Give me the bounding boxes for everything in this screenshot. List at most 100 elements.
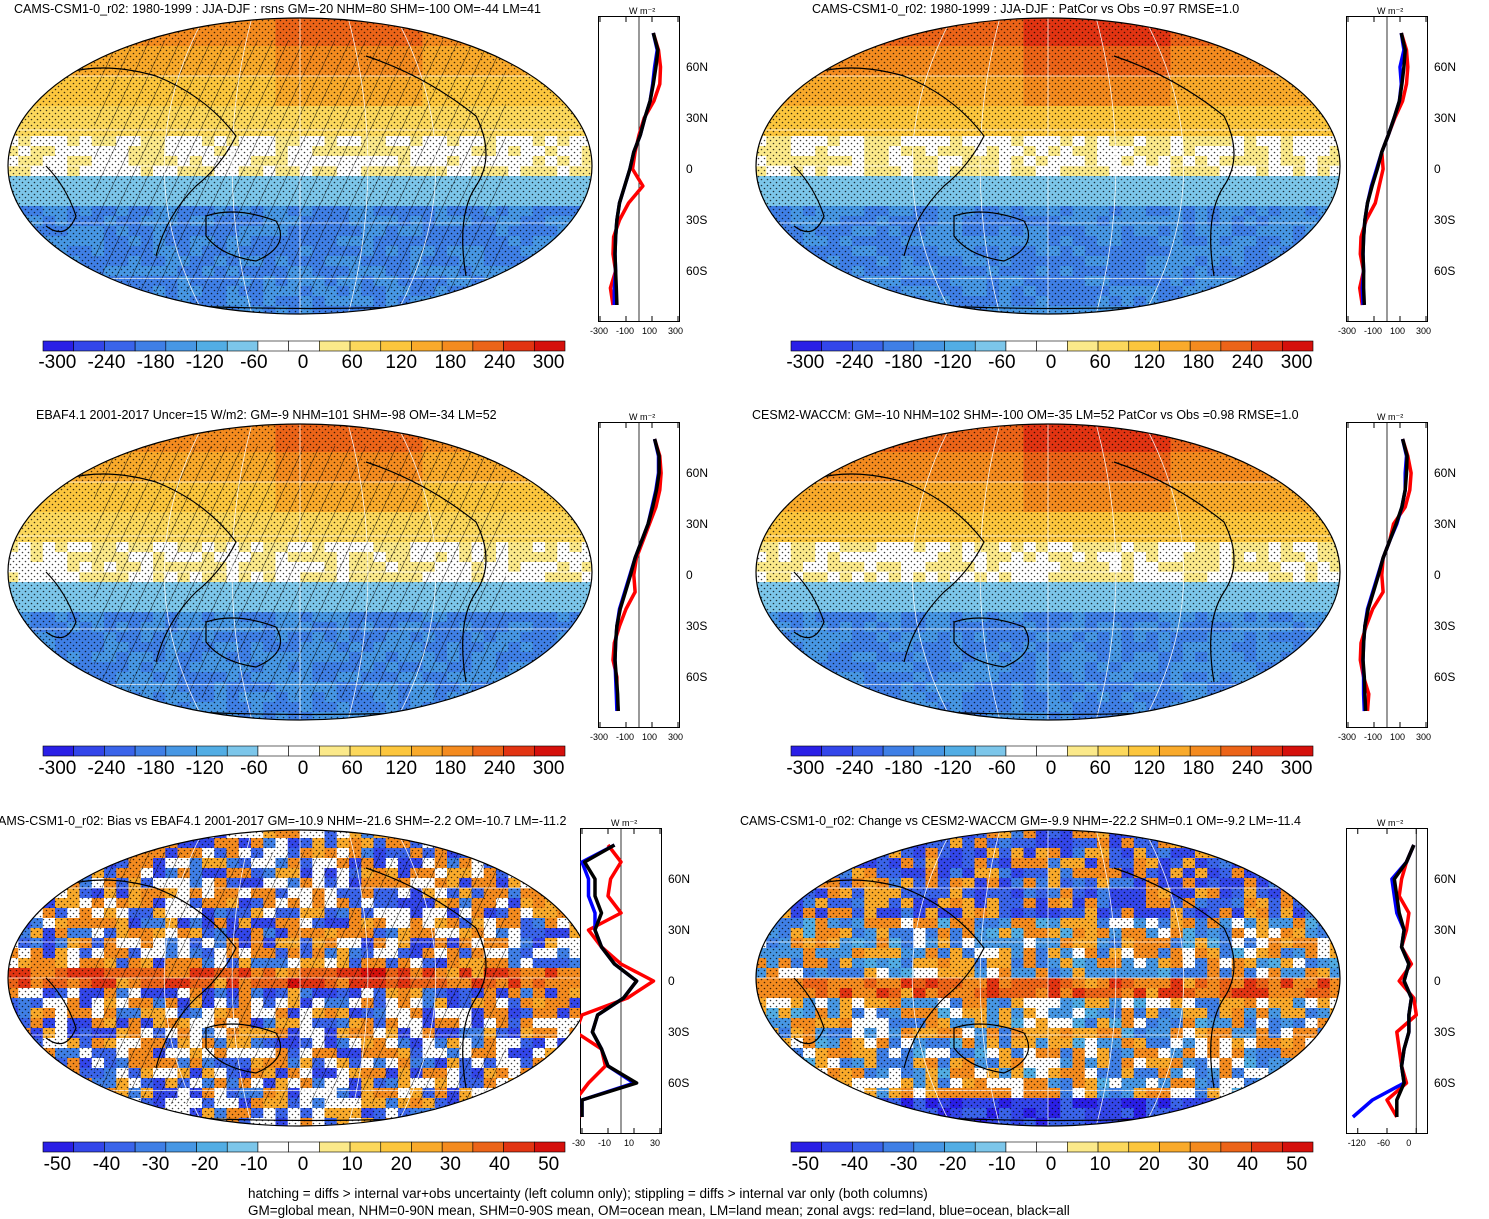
latitude-tick-label: 30S xyxy=(668,1025,690,1039)
colorbar-label: 50 xyxy=(1286,1154,1308,1175)
coastline xyxy=(45,571,77,639)
colorbar-label: 0 xyxy=(1045,758,1057,779)
colorbar-bin xyxy=(165,1141,197,1153)
graticule-lon xyxy=(1095,424,1117,720)
colorbar-bin xyxy=(1189,745,1222,757)
colorbar-bin xyxy=(42,1141,75,1153)
zonal-xtick-label: -300 xyxy=(590,326,609,336)
coastline xyxy=(793,165,825,233)
latitude-tick-label: 0 xyxy=(668,974,675,988)
colorbar-label: -10 xyxy=(988,1154,1016,1175)
colorbar-bin xyxy=(257,1141,289,1153)
colorbar-6 xyxy=(790,1141,1314,1153)
colorbar-bin xyxy=(196,1141,228,1153)
colorbar-bin xyxy=(1067,745,1099,757)
colorbar-1 xyxy=(42,340,566,352)
zonal-xtick-label: 30 xyxy=(650,1138,661,1148)
colorbar-bin xyxy=(913,745,945,757)
zonal-mean-plot-4: W m⁻² xyxy=(1346,412,1428,728)
map-outline xyxy=(7,17,593,315)
zonal-xtick-label: -100 xyxy=(1364,326,1383,336)
zonal-xtick-label: -100 xyxy=(616,732,635,742)
footnote-line-2: GM=global mean, NHM=0-90N mean, SHM=0-90… xyxy=(248,1203,1070,1218)
panel-title-3: EBAF4.1 2001-2017 Uncer=15 W/m2: GM=-9 N… xyxy=(36,408,497,422)
colorbar-label: 180 xyxy=(434,758,467,779)
colorbar-bin xyxy=(974,1141,1007,1153)
coastline xyxy=(793,571,825,639)
colorbar-bin xyxy=(1159,340,1191,352)
colorbar-label: -240 xyxy=(87,352,126,373)
colorbar-label: -240 xyxy=(835,758,874,779)
colorbar-bin xyxy=(472,745,504,757)
zonal-mean-plot-6: W m⁻² xyxy=(1346,818,1428,1134)
colorbar-label: 120 xyxy=(385,352,418,373)
colorbar-bin xyxy=(472,1141,504,1153)
latitude-tick-label: 60S xyxy=(1434,670,1456,684)
world-map-2 xyxy=(755,17,1341,315)
graticule-lon xyxy=(396,424,437,720)
colorbar-bin xyxy=(104,745,136,757)
colorbar-label: 120 xyxy=(1133,758,1166,779)
zonal-mean-plot-1: W m⁻² xyxy=(598,6,680,322)
colorbar-bin xyxy=(913,1141,945,1153)
zonal-xtick-label: -120 xyxy=(1347,1138,1366,1148)
zonal-series-land xyxy=(1358,438,1413,712)
latitude-tick-label: 60N xyxy=(686,60,709,74)
colorbar-bin xyxy=(1159,745,1191,757)
colorbar-bin xyxy=(944,340,976,352)
coastline xyxy=(953,211,1029,262)
graticule-lon xyxy=(163,424,204,720)
latitude-tick-label: 60S xyxy=(1434,264,1456,278)
colorbar-bin xyxy=(411,745,443,757)
coastline xyxy=(953,617,1029,668)
colorbar-label: -60 xyxy=(988,352,1016,373)
latitude-tick-label: 60N xyxy=(668,872,691,886)
zonal-xtick-label: -100 xyxy=(1364,732,1383,742)
latitude-tick-label: 0 xyxy=(1434,162,1441,176)
colorbar-label: -50 xyxy=(791,1154,820,1175)
colorbar-label: -300 xyxy=(38,352,77,373)
colorbar-label: 180 xyxy=(434,352,467,373)
graticule-lon xyxy=(396,830,437,1126)
colorbar-label: -120 xyxy=(933,352,972,373)
map-outline xyxy=(7,423,593,721)
graticule-lon xyxy=(1144,830,1185,1126)
zonal-xtick-label: 10 xyxy=(624,1138,635,1148)
colorbar-5 xyxy=(42,1141,566,1153)
colorbar-bin xyxy=(196,745,228,757)
world-map-4 xyxy=(755,423,1341,721)
coastline xyxy=(205,1023,281,1074)
colorbar-bin xyxy=(134,340,167,352)
colorbar-bin xyxy=(1005,1141,1037,1153)
colorbar-bin xyxy=(1220,1141,1252,1153)
world-map-6 xyxy=(755,829,1341,1127)
graticule-lon xyxy=(911,830,952,1126)
colorbar-bin xyxy=(349,1141,382,1153)
latitude-tick-label: 60N xyxy=(1434,466,1457,480)
colorbar-bin xyxy=(882,1141,915,1153)
latitude-tick-label: 30N xyxy=(686,517,709,531)
panel-title-4: CESM2-WACCM: GM=-10 NHM=102 SHM=-100 OM=… xyxy=(752,408,1299,422)
colorbar-label: -300 xyxy=(38,758,77,779)
units-label: W m⁻² xyxy=(629,6,655,16)
colorbar-bin xyxy=(257,745,289,757)
colorbar-3 xyxy=(42,745,566,757)
colorbar-bin xyxy=(503,745,535,757)
colorbar-label: 20 xyxy=(1138,1154,1160,1175)
colorbar-label: -60 xyxy=(988,758,1016,779)
panel-title-5: AMS-CSM1-0_r02: Bias vs EBAF4.1 2001-201… xyxy=(0,814,567,828)
latitude-tick-label: 60N xyxy=(1434,872,1457,886)
coastline xyxy=(45,977,77,1045)
zonal-xtick-label: 100 xyxy=(1390,326,1406,336)
panel-title-6: CAMS-CSM1-0_r02: Change vs CESM2-WACCM G… xyxy=(740,814,1301,828)
colorbar-label: 60 xyxy=(1089,352,1111,373)
latitude-tick-label: 0 xyxy=(686,568,693,582)
coastline xyxy=(953,1023,1029,1074)
colorbar-bin xyxy=(319,745,351,757)
zonal-series-all xyxy=(613,32,660,306)
colorbar-bin xyxy=(1220,745,1252,757)
coastline xyxy=(205,211,281,262)
graticule-lon xyxy=(347,18,369,314)
zonal-xtick-label: 300 xyxy=(1416,326,1432,336)
colorbar-bin xyxy=(1128,745,1160,757)
